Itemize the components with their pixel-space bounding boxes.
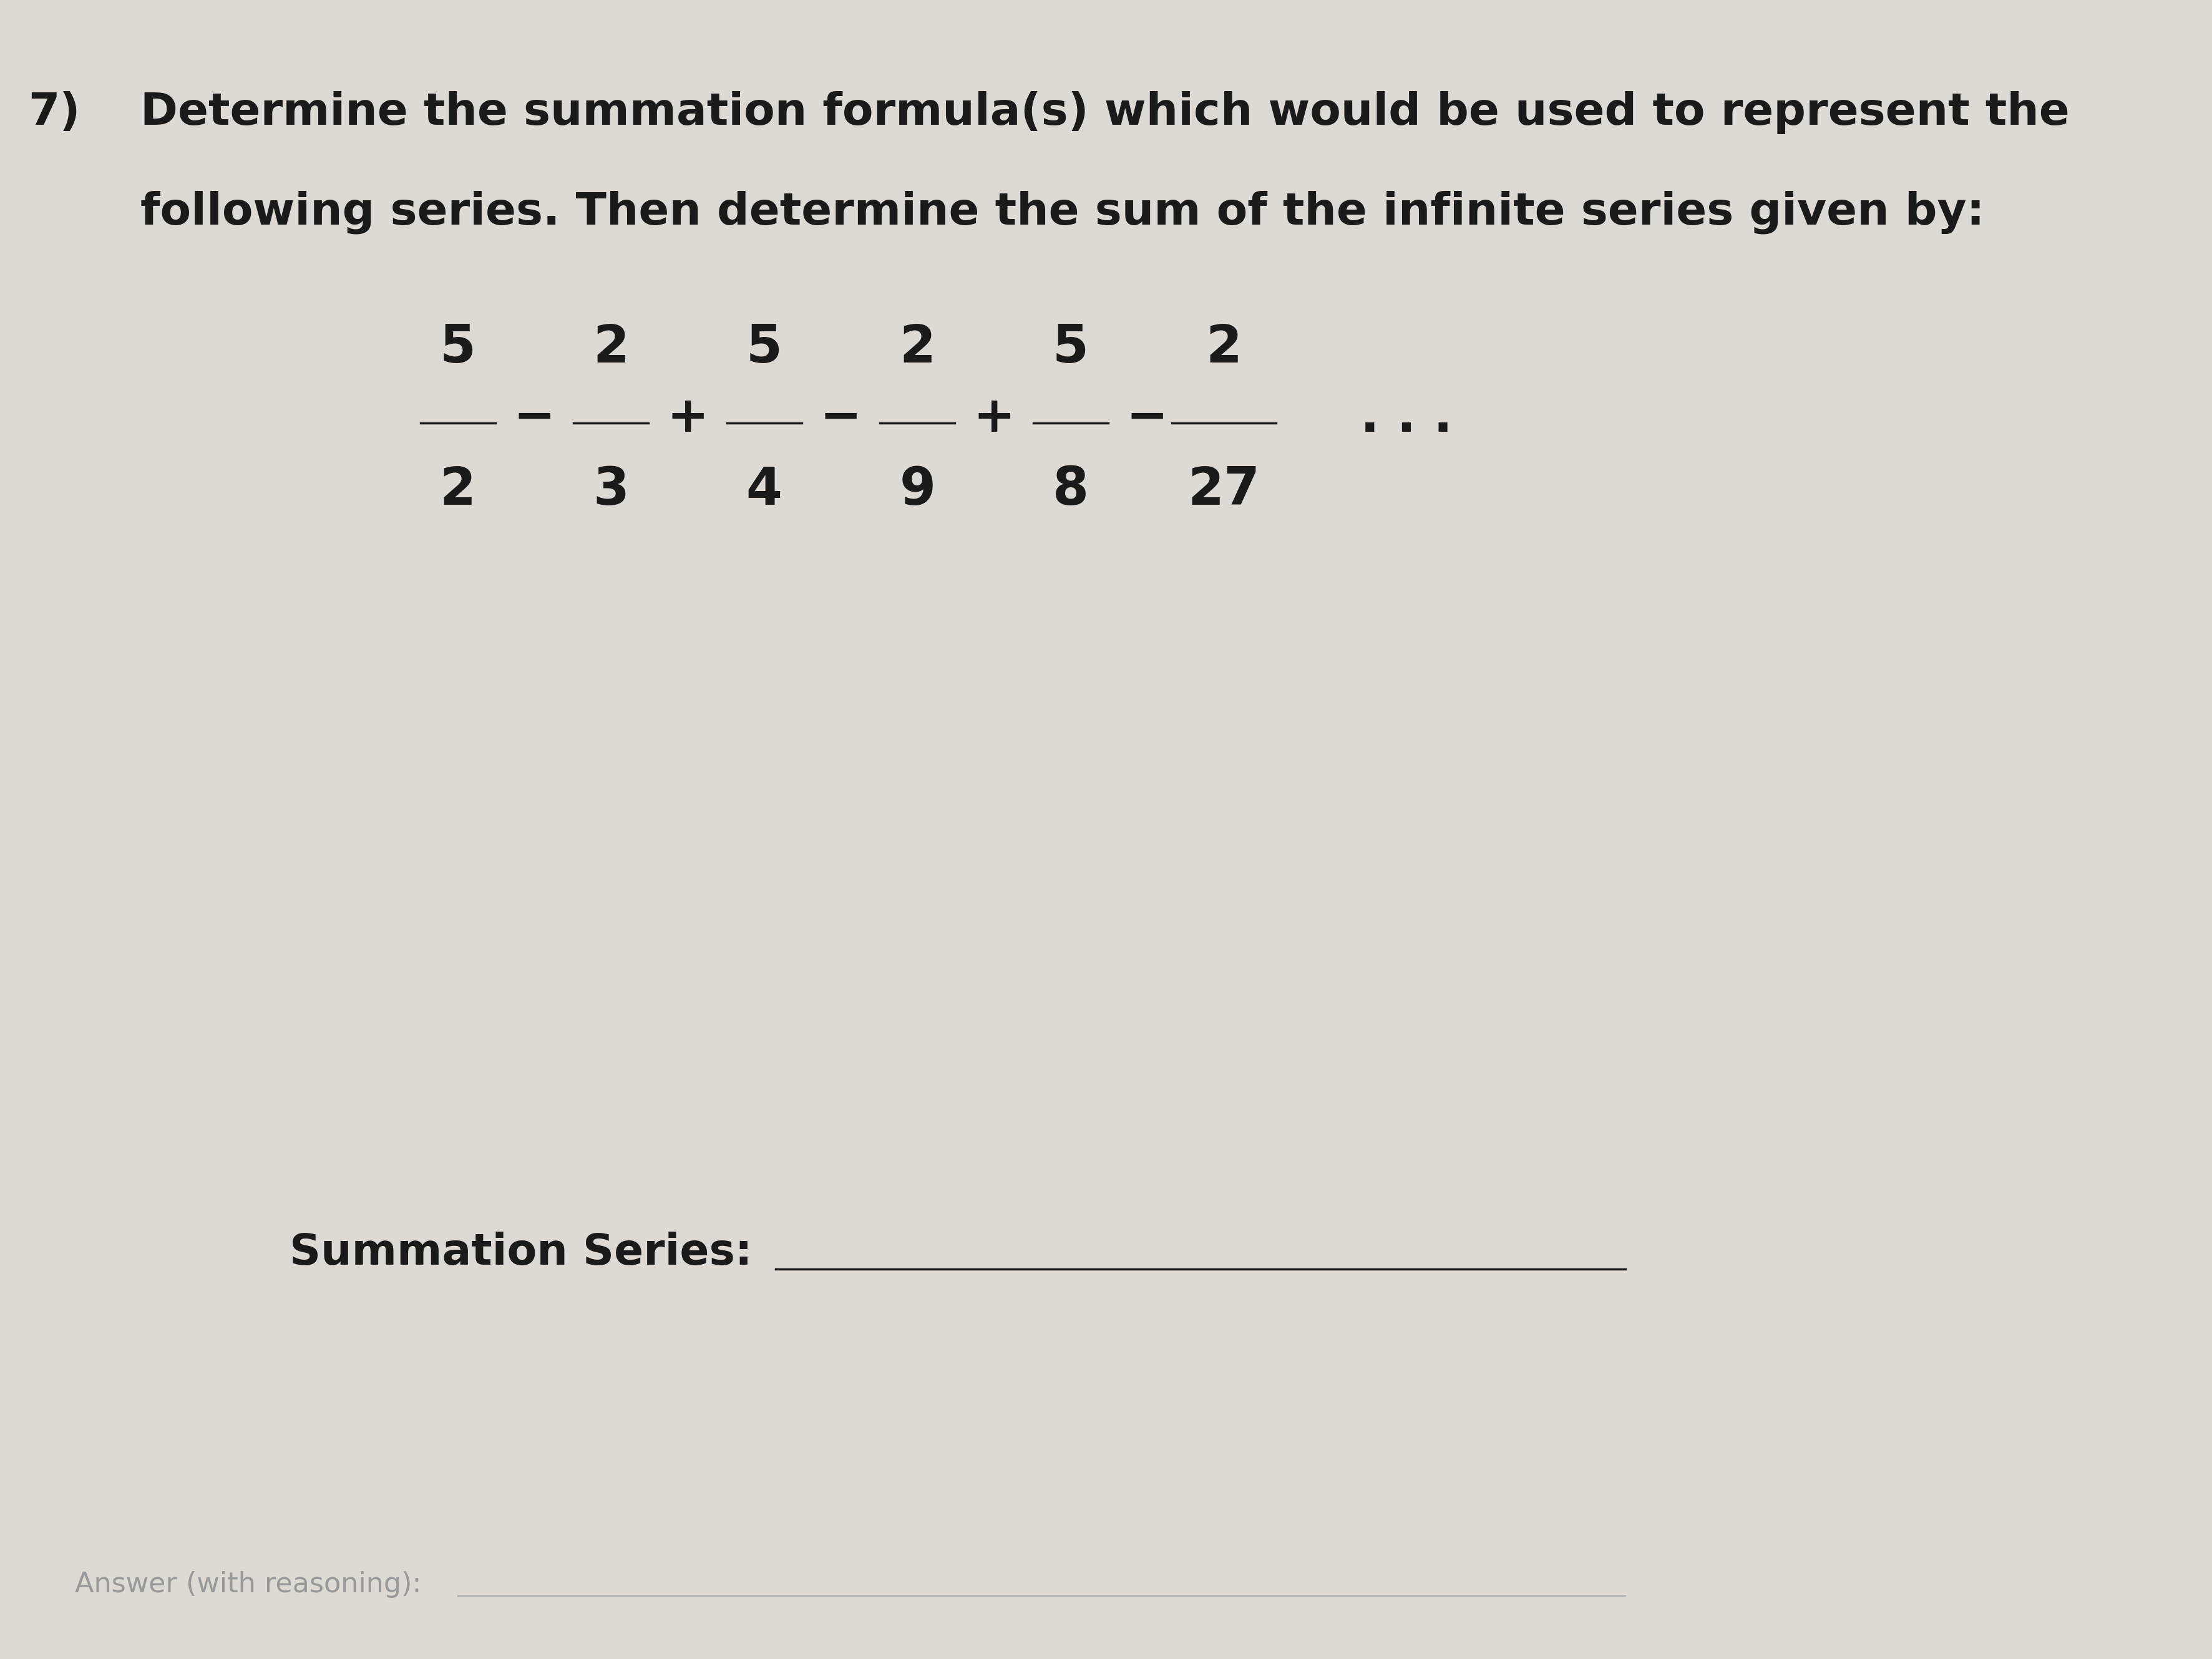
Text: +: + <box>973 393 1015 443</box>
Text: 2: 2 <box>900 324 936 373</box>
Text: 2: 2 <box>440 465 476 514</box>
Text: following series. Then determine the sum of the infinite series given by:: following series. Then determine the sum… <box>139 191 1984 234</box>
Text: −: − <box>513 393 555 443</box>
Text: 3: 3 <box>593 465 628 514</box>
Text: 2: 2 <box>1206 324 1241 373</box>
Text: 2: 2 <box>593 324 628 373</box>
Text: Answer (with reasoning):: Answer (with reasoning): <box>75 1571 420 1598</box>
Text: −: − <box>821 393 863 443</box>
Text: 27: 27 <box>1188 465 1261 514</box>
Text: 5: 5 <box>440 324 476 373</box>
Text: 4: 4 <box>745 465 783 514</box>
Text: +: + <box>666 393 708 443</box>
Text: −: − <box>1126 393 1168 443</box>
Text: 5: 5 <box>745 324 783 373</box>
Text: Determine the summation formula(s) which would be used to represent the: Determine the summation formula(s) which… <box>139 91 2068 134</box>
Text: 9: 9 <box>900 465 936 514</box>
Text: Summation Series:: Summation Series: <box>290 1231 752 1274</box>
Text: 7): 7) <box>29 91 80 134</box>
Text: . . .: . . . <box>1360 393 1453 443</box>
Text: 5: 5 <box>1053 324 1088 373</box>
Text: 8: 8 <box>1053 465 1088 514</box>
